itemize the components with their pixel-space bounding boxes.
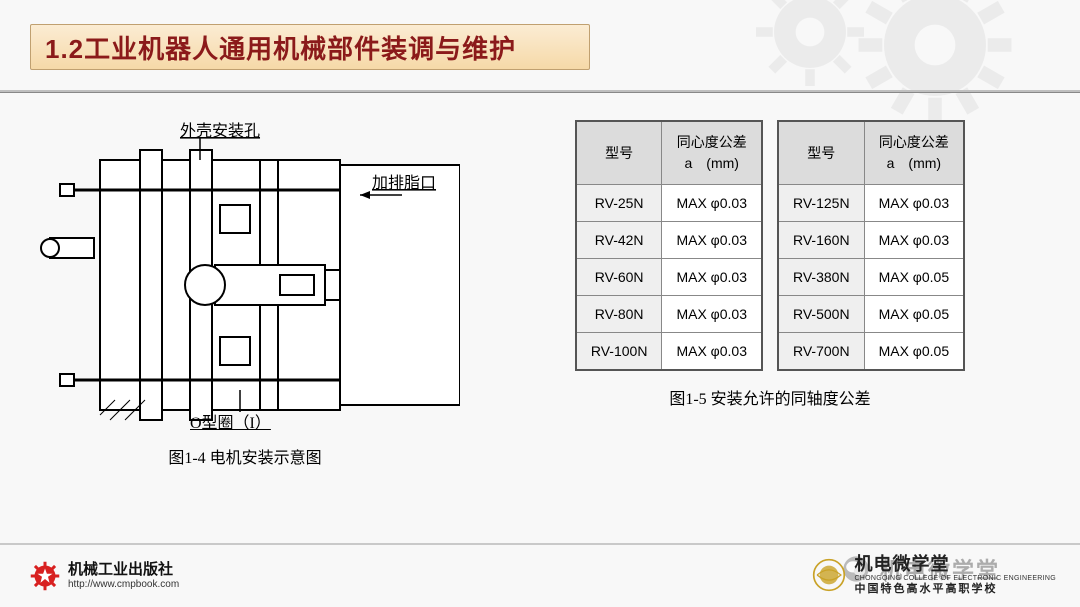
college-logo-icon — [812, 558, 846, 592]
cell-model: RV-42N — [576, 222, 662, 259]
college-name: 机电微学堂 — [854, 555, 949, 575]
divider — [0, 90, 1080, 93]
diagram-label-bottom: O型圈（I） — [190, 414, 271, 430]
col-model: 型号 — [778, 121, 864, 185]
cell-model: RV-160N — [778, 222, 864, 259]
college-text: 机电微学堂 CHONGQING COLLEGE OF ELECTRONIC EN… — [854, 555, 1056, 595]
diagram-label-top: 外壳安装孔 — [180, 122, 260, 140]
cell-tolerance: MAX φ0.05 — [864, 296, 964, 333]
table-row: RV-125NMAX φ0.03 — [778, 185, 964, 222]
college-block: 机电微学堂 CHONGQING COLLEGE OF ELECTRONIC EN… — [812, 555, 1056, 595]
publisher-block: 机械工业出版社 http://www.cmpbook.com — [30, 561, 179, 591]
table-row: RV-100NMAX φ0.03 — [576, 333, 762, 371]
table-row: RV-80NMAX φ0.03 — [576, 296, 762, 333]
college-sub: 中国特色高水平高职学校 — [854, 583, 997, 595]
cell-tolerance: MAX φ0.03 — [662, 333, 762, 371]
cell-model: RV-125N — [778, 185, 864, 222]
table-row: RV-500NMAX φ0.05 — [778, 296, 964, 333]
motor-install-diagram: 外壳安装孔 加排脂口 O型圈（I） — [30, 120, 460, 430]
tolerance-table-right: 型号 同心度公差 a (mm) RV-125NMAX φ0.03RV-160NM… — [777, 120, 965, 371]
tables-column: 型号 同心度公差 a (mm) RV-25NMAX φ0.03RV-42NMAX… — [490, 120, 1050, 409]
table-row: RV-25NMAX φ0.03 — [576, 185, 762, 222]
diagram-caption: 图1-4 电机安装示意图 — [168, 444, 321, 468]
table-row: RV-42NMAX φ0.03 — [576, 222, 762, 259]
cell-model: RV-500N — [778, 296, 864, 333]
bg-gear-icon — [850, 0, 1020, 130]
cell-tolerance: MAX φ0.05 — [864, 259, 964, 296]
slide: 1.2工业机器人通用机械部件装调与维护 — [0, 0, 1080, 607]
col-model: 型号 — [576, 121, 662, 185]
cell-tolerance: MAX φ0.03 — [864, 185, 964, 222]
table-row: RV-380NMAX φ0.05 — [778, 259, 964, 296]
table-row: RV-160NMAX φ0.03 — [778, 222, 964, 259]
divider — [0, 543, 1080, 545]
cell-model: RV-100N — [576, 333, 662, 371]
content-row: 外壳安装孔 加排脂口 O型圈（I） 图1-4 电机安装示意图 型号 同心度公差 … — [30, 120, 1050, 468]
col-tolerance: 同心度公差 a (mm) — [864, 121, 964, 185]
table-row: RV-60NMAX φ0.03 — [576, 259, 762, 296]
col-tolerance: 同心度公差 a (mm) — [662, 121, 762, 185]
cell-tolerance: MAX φ0.03 — [662, 222, 762, 259]
college-en: CHONGQING COLLEGE OF ELECTRONIC ENGINEER… — [854, 575, 1056, 583]
tolerance-table-left: 型号 同心度公差 a (mm) RV-25NMAX φ0.03RV-42NMAX… — [575, 120, 763, 371]
cell-tolerance: MAX φ0.03 — [864, 222, 964, 259]
publisher-logo-icon — [30, 561, 60, 591]
cell-model: RV-60N — [576, 259, 662, 296]
cell-tolerance: MAX φ0.05 — [864, 333, 964, 371]
cell-model: RV-80N — [576, 296, 662, 333]
table-row: RV-700NMAX φ0.05 — [778, 333, 964, 371]
cell-tolerance: MAX φ0.03 — [662, 185, 762, 222]
cell-tolerance: MAX φ0.03 — [662, 259, 762, 296]
diagram-column: 外壳安装孔 加排脂口 O型圈（I） 图1-4 电机安装示意图 — [30, 120, 460, 468]
cell-tolerance: MAX φ0.03 — [662, 296, 762, 333]
publisher-text: 机械工业出版社 http://www.cmpbook.com — [68, 562, 179, 590]
cell-model: RV-380N — [778, 259, 864, 296]
section-title: 1.2工业机器人通用机械部件装调与维护 — [30, 24, 590, 70]
publisher-url: http://www.cmpbook.com — [68, 579, 179, 590]
publisher-name: 机械工业出版社 — [68, 562, 179, 579]
cell-model: RV-25N — [576, 185, 662, 222]
diagram-label-right: 加排脂口 — [372, 174, 436, 192]
tables-row: 型号 同心度公差 a (mm) RV-25NMAX φ0.03RV-42NMAX… — [575, 120, 965, 371]
tables-caption: 图1-5 安装允许的同轴度公差 — [669, 385, 870, 409]
cell-model: RV-700N — [778, 333, 864, 371]
section-title-text: 1.2工业机器人通用机械部件装调与维护 — [45, 29, 516, 66]
